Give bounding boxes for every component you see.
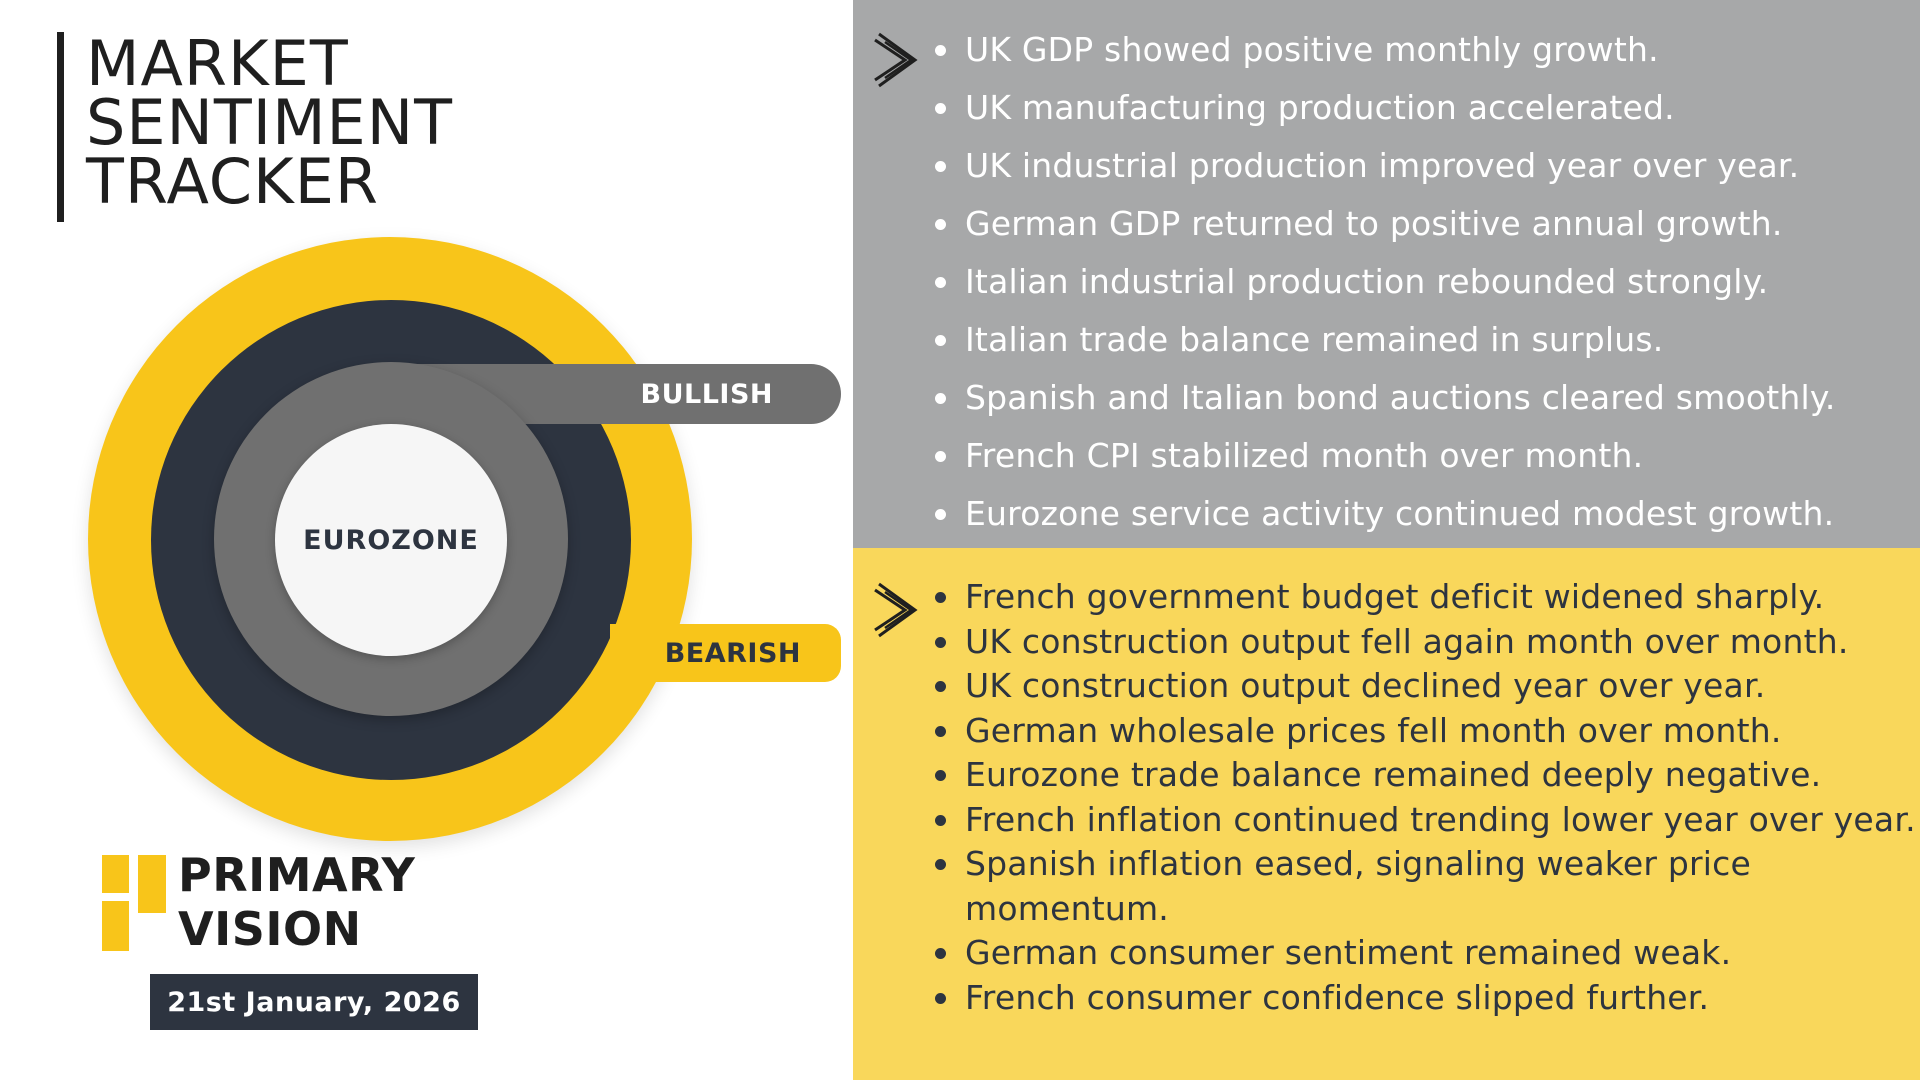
bearish-label: BEARISH [664,637,801,669]
bearish-list: French government budget deficit widened… [929,575,1920,1020]
center-disc [275,424,507,656]
brand-name-line-1: PRIMARY [178,848,416,902]
list-item: Italian industrial production rebounded … [929,256,1920,314]
list-item: UK GDP showed positive monthly growth. [929,24,1920,82]
list-item: French government budget deficit widened… [929,575,1920,620]
bearish-panel: French government budget deficit widened… [853,548,1920,1080]
list-item: UK construction output fell again month … [929,620,1920,665]
list-item: Spanish and Italian bond auctions cleare… [929,372,1920,430]
chevron-right-icon [874,582,918,638]
bullish-panel: UK GDP showed positive monthly growth. U… [853,0,1920,548]
list-item: German GDP returned to positive annual g… [929,198,1920,256]
bearish-tab: BEARISH [610,624,841,682]
bullish-list: UK GDP showed positive monthly growth. U… [929,24,1920,546]
title-accent-bar [57,32,64,222]
date-badge: 21st January, 2026 [150,974,478,1030]
list-item: German consumer sentiment remained weak. [929,931,1920,976]
list-item: Spanish inflation eased, signaling weake… [929,842,1920,931]
bullish-label: BULLISH [640,378,773,410]
primary-vision-logo-icon [102,855,166,951]
list-item: UK construction output declined year ove… [929,664,1920,709]
list-item: French consumer confidence slipped furth… [929,976,1920,1021]
brand-name-line-2: VISION [178,902,362,956]
list-item: Eurozone service activity continued mode… [929,488,1920,546]
list-item: Italian trade balance remained in surplu… [929,314,1920,372]
list-item: UK industrial production improved year o… [929,140,1920,198]
list-item: German wholesale prices fell month over … [929,709,1920,754]
region-label: EUROZONE [303,524,479,556]
list-item: French inflation continued trending lowe… [929,798,1920,843]
brand-name: PRIMARY VISION [178,848,415,956]
list-item: UK manufacturing production accelerated. [929,82,1920,140]
list-item: French CPI stabilized month over month. [929,430,1920,488]
list-item: Eurozone trade balance remained deeply n… [929,753,1920,798]
chevron-right-icon [874,32,918,88]
title-line-1: MARKET [86,27,349,100]
page-title: MARKET SENTIMENT TRACKER [86,27,453,218]
title-line-3: TRACKER [86,145,379,218]
title-line-2: SENTIMENT [86,86,453,159]
